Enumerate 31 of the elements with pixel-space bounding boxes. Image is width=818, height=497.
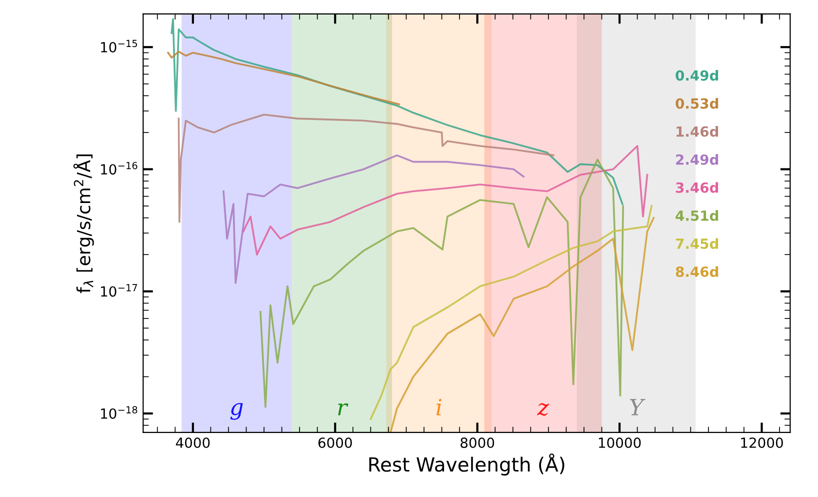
y-tick-label: 10$^{−17}$	[101, 284, 138, 297]
text: 1.46d	[676, 126, 718, 137]
x-tick-label: 8000	[460, 437, 494, 448]
x-tick-label: 6000	[318, 437, 352, 448]
band-label: Y	[630, 399, 646, 416]
text: 0.53d	[676, 98, 718, 109]
text: 2.49d	[676, 154, 718, 165]
y-tick-label: 10$^{−16}$	[101, 162, 138, 175]
line-series	[242, 145, 648, 256]
line-series	[222, 154, 524, 284]
band-label: i	[436, 398, 442, 416]
line-series	[390, 216, 655, 432]
band-label: g	[230, 403, 243, 420]
band-label: r	[338, 403, 348, 416]
text: 0.49d	[676, 70, 718, 81]
text: 8.46d	[676, 266, 718, 277]
band-label: z	[537, 403, 550, 416]
line-series	[370, 205, 652, 420]
x-tick-label: 4000	[176, 437, 210, 448]
x-axis-title: Rest Wavelength (Å)	[369, 453, 564, 476]
line-series	[167, 50, 400, 106]
x-tick-label: 10000	[598, 437, 641, 448]
x-tick-label: 12000	[741, 437, 783, 448]
text: 7.45d	[676, 238, 718, 249]
y-tick-label: 10$^{−18}$	[101, 406, 138, 419]
text: 3.46d	[676, 182, 718, 193]
y-tick-label: 10$^{−15}$	[101, 40, 138, 52]
y-axis-title: f$_{λ}$ [erg/s/cm$^{2}$/Å]	[73, 154, 94, 294]
line-series	[178, 114, 554, 223]
line-series	[170, 18, 624, 205]
text: 4.51d	[676, 210, 718, 221]
